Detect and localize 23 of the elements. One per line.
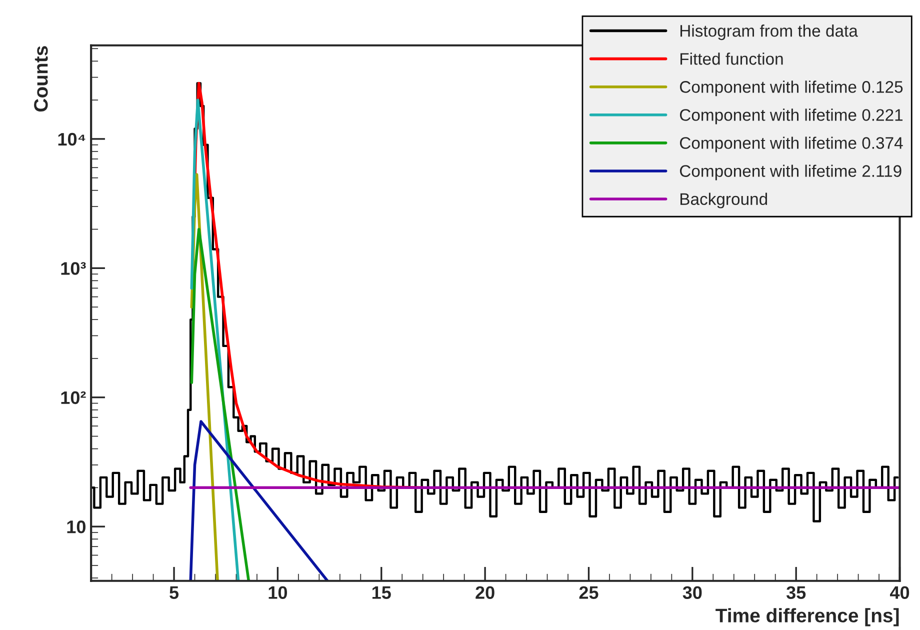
legend-label: Fitted function xyxy=(680,52,783,65)
line-series xyxy=(190,98,240,581)
y-tick-label: 10³ xyxy=(61,262,86,275)
x-tick-label: 20 xyxy=(476,586,494,599)
x-tick-label: 10 xyxy=(268,586,287,599)
y-tick-label: 10 xyxy=(67,520,86,534)
x-tick-label: 5 xyxy=(170,586,179,599)
legend-label: Component with lifetime 0.374 xyxy=(680,136,903,152)
y-tick-label: 10² xyxy=(61,391,86,404)
legend-label: Background xyxy=(680,192,768,208)
x-tick-label: 30 xyxy=(682,586,702,600)
line-series xyxy=(190,228,250,581)
y-axis-title: Counts xyxy=(34,46,48,112)
y-tick-label: 10⁴ xyxy=(58,132,86,146)
legend-label: Component with lifetime 2.119 xyxy=(680,164,902,180)
legend-label: Component with lifetime 0.125 xyxy=(680,80,903,96)
legend-label: Histogram from the data xyxy=(680,24,858,40)
legend-label: Component with lifetime 0.221 xyxy=(680,108,903,124)
x-tick-label: 25 xyxy=(579,586,598,599)
x-axis-title: Time difference [ns] xyxy=(716,608,899,626)
x-tick-label: 40 xyxy=(890,586,910,599)
x-tick-label: 35 xyxy=(786,586,806,600)
x-tick-label: 15 xyxy=(372,586,391,599)
